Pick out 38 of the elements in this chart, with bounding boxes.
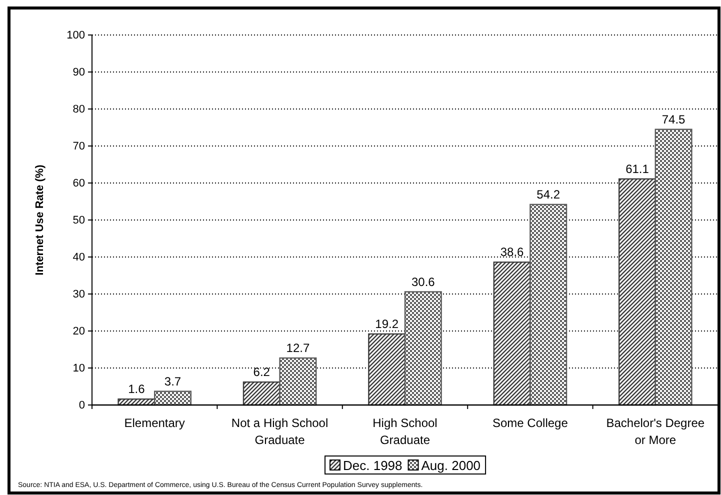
bar	[368, 333, 406, 406]
bar	[404, 291, 442, 406]
legend-label: Dec. 1998	[343, 458, 402, 473]
data-label: 54.2	[536, 187, 560, 202]
y-tick-label: 60	[72, 178, 85, 190]
y-tick-label: 100	[66, 30, 85, 42]
bar	[154, 390, 192, 406]
y-tick-label: 50	[72, 214, 85, 227]
data-label: 19.2	[375, 316, 399, 331]
data-label: 61.1	[626, 162, 650, 176]
data-label: 1.6	[128, 382, 146, 396]
x-tick-label: High School Graduate	[372, 416, 438, 447]
x-tick-label: Not a High School Graduate	[231, 416, 328, 447]
bar	[618, 178, 656, 406]
data-label: 38.6	[500, 245, 524, 260]
data-label: 6.2	[253, 365, 270, 380]
x-tick-label: Elementary	[124, 416, 185, 430]
y-tick-label: 40	[72, 252, 85, 264]
y-tick-label: 70	[72, 140, 85, 153]
legend-label: Aug. 2000	[421, 458, 481, 473]
y-tick-label: 30	[72, 288, 85, 301]
data-label: 3.7	[164, 374, 182, 388]
y-tick-label: 0	[78, 400, 85, 412]
x-tick-label: Some College	[492, 416, 568, 430]
bar	[493, 262, 531, 406]
data-label: 74.5	[662, 112, 686, 126]
data-label: 30.6	[411, 274, 436, 289]
bar	[530, 204, 568, 406]
data-label: 12.7	[286, 341, 310, 356]
y-tick-label: 80	[72, 104, 85, 116]
bar	[654, 128, 692, 406]
y-tick-label: 90	[72, 66, 85, 79]
x-tick-label: Bachelor's Degree or More	[606, 416, 705, 447]
y-axis-title: Internet Use Rate (%)	[34, 164, 46, 276]
y-tick-label: 10	[72, 362, 85, 375]
y-tick-label: 20	[72, 326, 85, 338]
bar	[242, 381, 280, 406]
bar	[279, 357, 317, 406]
